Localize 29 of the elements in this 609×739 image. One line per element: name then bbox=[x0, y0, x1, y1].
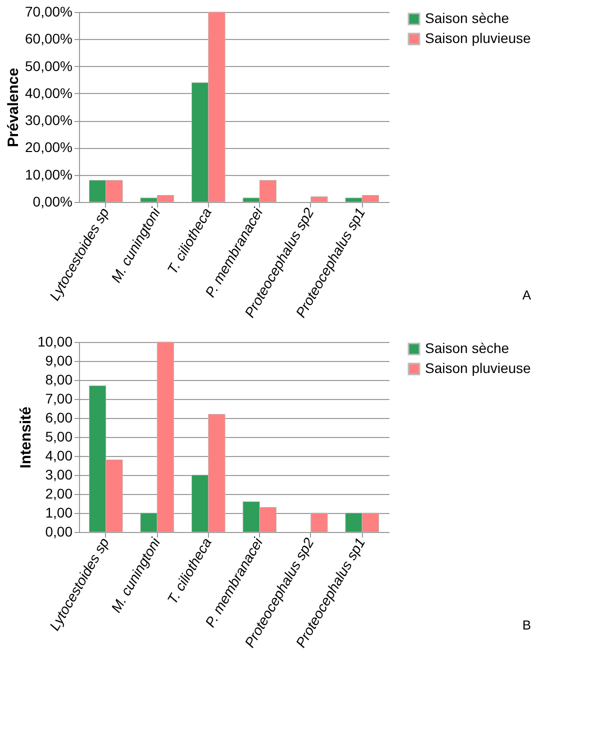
y-tick-label: 6,00 bbox=[45, 410, 73, 426]
bar bbox=[310, 196, 328, 202]
y-tick-label: 10,00% bbox=[25, 166, 72, 182]
legend-label: Saison sèche bbox=[425, 340, 510, 356]
y-tick-label: 0,00 bbox=[45, 524, 73, 540]
y-tick-label: 40,00% bbox=[25, 84, 72, 101]
y-axis-title: Prévalence bbox=[5, 68, 22, 148]
y-tick-label: 70,00% bbox=[25, 4, 72, 20]
y-tick-label: 8,00 bbox=[45, 372, 73, 388]
y-tick-label: 50,00% bbox=[25, 58, 72, 74]
y-tick-label: 20,00% bbox=[25, 139, 72, 156]
y-tick-label: 0,00% bbox=[32, 194, 72, 210]
y-tick-label: 1,00 bbox=[45, 504, 73, 520]
legend-label: Saison sèche bbox=[425, 10, 510, 26]
y-tick-label: 7,00 bbox=[45, 390, 73, 406]
bar bbox=[310, 512, 328, 532]
y-tick-label: 30,00% bbox=[25, 112, 72, 128]
y-tick-label: 4,00 bbox=[45, 448, 73, 464]
y-tick-label: 5,00 bbox=[45, 428, 73, 444]
y-tick-label: 60,00% bbox=[25, 30, 72, 47]
y-tick-label: 9,00 bbox=[45, 352, 73, 368]
legend-label: Saison pluvieuse bbox=[425, 30, 532, 46]
legend-label: Saison pluvieuse bbox=[425, 360, 532, 376]
y-tick-label: 10,00 bbox=[37, 334, 73, 350]
y-tick-label: 2,00 bbox=[45, 486, 73, 502]
y-tick-label: 3,00 bbox=[45, 466, 73, 482]
text: A bbox=[522, 288, 532, 303]
text: B bbox=[522, 618, 531, 633]
y-axis-title: Intensité bbox=[17, 406, 34, 468]
